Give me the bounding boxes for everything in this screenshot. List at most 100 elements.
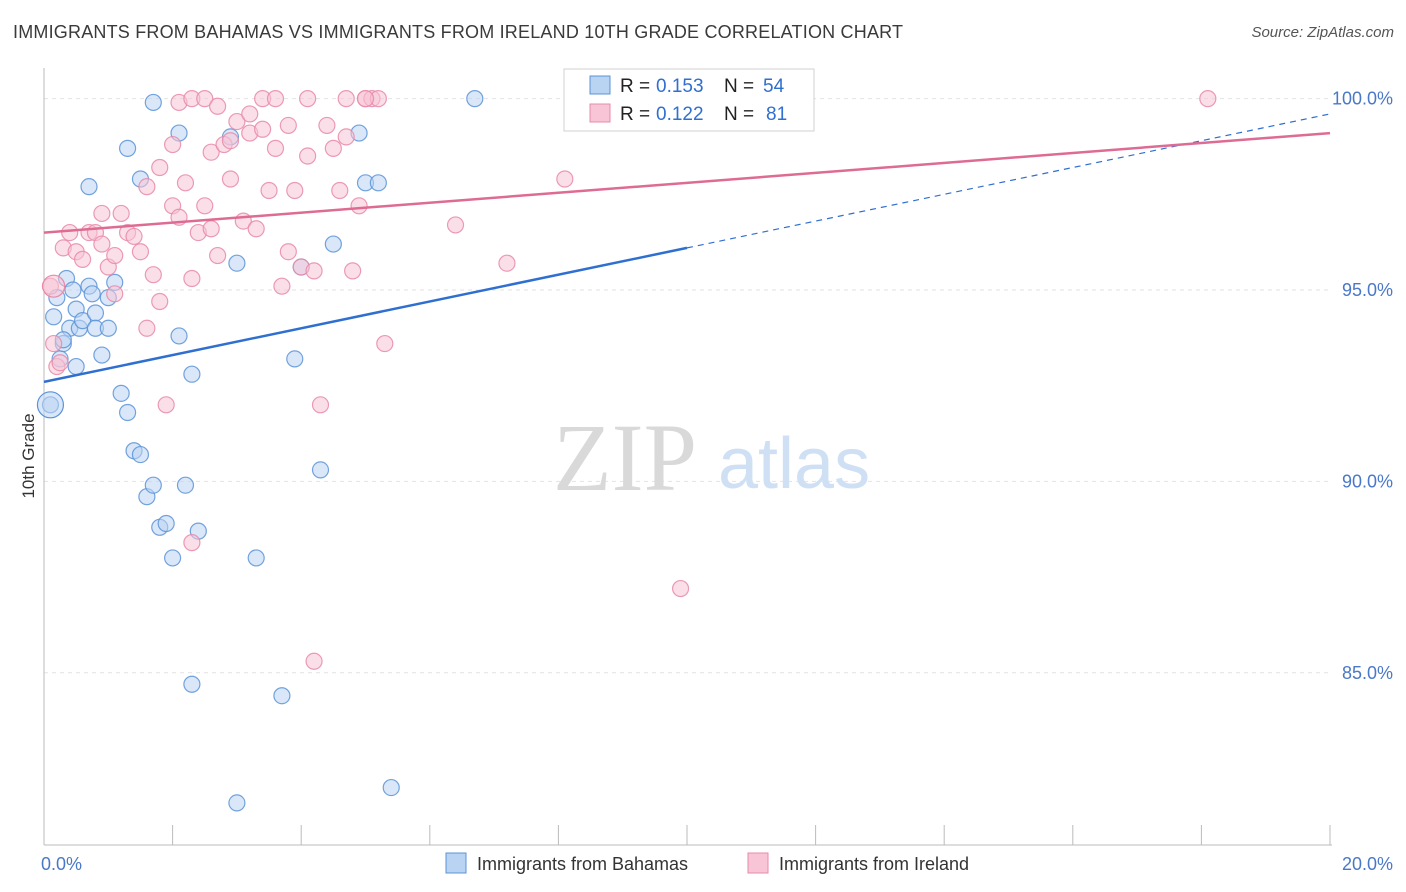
ireland-point <box>671 579 690 598</box>
ireland-point <box>61 223 79 242</box>
bahamas-point <box>286 350 304 368</box>
bahamas-point <box>45 308 63 326</box>
ireland-point <box>202 143 220 161</box>
ireland-point <box>376 334 394 353</box>
ireland-point <box>266 139 285 157</box>
watermark-zip: ZIP <box>553 404 697 511</box>
ireland-point <box>138 178 156 196</box>
bahamas-point <box>228 254 246 272</box>
ireland-point <box>344 262 362 280</box>
ireland-point <box>247 220 265 238</box>
ireland-point <box>151 158 169 177</box>
watermark-atlas: atlas <box>718 424 870 504</box>
legend-swatch-bahamas <box>589 75 611 95</box>
ireland-point <box>196 197 214 215</box>
ireland-point <box>305 262 323 280</box>
ireland-point <box>157 396 175 414</box>
ireland-point <box>209 246 227 265</box>
x-tick-label: 0.0% <box>41 854 82 874</box>
chart-title: IMMIGRANTS FROM BAHAMAS VS IMMIGRANTS FR… <box>13 22 904 42</box>
bahamas-point <box>183 365 201 383</box>
legend-n-value-ireland: 81 <box>766 104 787 125</box>
ireland-point <box>498 254 516 272</box>
bahamas-point <box>382 778 400 797</box>
ireland-point <box>337 128 355 146</box>
bahamas-point <box>228 794 246 812</box>
y-tick-label: 95.0% <box>1342 280 1393 300</box>
ireland-point <box>106 285 124 303</box>
bottom-legend-label-ireland: Immigrants from Ireland <box>779 854 969 874</box>
bottom-legend-label-bahamas: Immigrants from Bahamas <box>477 854 688 874</box>
tick-labels: 85.0% 90.0% 95.0% 100.0% 0.0% 20.0% <box>41 89 1393 874</box>
bahamas-point <box>247 549 265 567</box>
bahamas-point <box>157 514 175 533</box>
bahamas-point <box>183 675 201 693</box>
ireland-point <box>286 181 304 200</box>
legend-n-value-bahamas: 54 <box>763 76 785 97</box>
y-tick-label: 85.0% <box>1342 663 1393 683</box>
bottom-legend-swatch-bahamas <box>445 852 467 874</box>
ireland-point <box>45 334 63 353</box>
ireland-point <box>331 181 349 200</box>
bahamas-point <box>144 93 162 112</box>
bahamas-point <box>170 327 188 345</box>
ireland-point <box>221 132 240 150</box>
ireland-trend-line <box>43 131 1331 234</box>
bahamas-point <box>73 312 92 330</box>
bahamas-point <box>86 304 105 322</box>
bahamas-point <box>311 461 330 479</box>
legend-r-label-bahamas: R = <box>620 76 650 97</box>
ireland-point <box>228 112 246 131</box>
bottom-legend-swatch-ireland <box>747 852 769 874</box>
axes <box>43 68 1332 846</box>
ireland-point <box>356 90 375 108</box>
ireland-point <box>221 170 240 188</box>
bahamas-trend-line <box>43 246 688 384</box>
ireland-point <box>183 269 201 288</box>
bahamas-point <box>144 476 162 494</box>
bahamas-point <box>466 90 484 108</box>
legend-swatch-ireland <box>589 103 611 123</box>
ireland-point <box>299 90 317 108</box>
bahamas-point <box>67 357 85 376</box>
bahamas-point <box>176 476 195 494</box>
legend-n-label-bahamas: N = <box>724 76 754 97</box>
bahamas-point <box>93 346 111 364</box>
legend-r-value-bahamas: 0.153 <box>656 76 704 97</box>
legend-r-value-ireland: 0.122 <box>656 104 704 125</box>
bahamas-point <box>64 281 82 299</box>
ireland-point <box>164 135 182 154</box>
bahamas-point <box>83 285 101 303</box>
ireland-point <box>73 250 92 268</box>
bahamas-point <box>112 384 130 402</box>
ireland-point <box>305 652 323 670</box>
ireland-point <box>556 170 574 188</box>
ireland-point <box>144 266 162 284</box>
ireland-point <box>254 120 272 138</box>
ireland-point-large <box>42 274 66 298</box>
ireland-point <box>131 243 150 261</box>
legend-r-label-ireland: R = <box>620 104 650 125</box>
ireland-point <box>176 174 195 192</box>
bahamas-point <box>99 319 117 337</box>
ireland-point <box>260 181 278 200</box>
ireland-point <box>279 243 297 261</box>
ireland-point <box>202 220 220 238</box>
bahamas-point <box>164 549 182 567</box>
ireland-point <box>1199 90 1217 108</box>
bahamas-point-large <box>36 391 65 419</box>
bahamas-point <box>273 687 291 705</box>
bottom-legend: Immigrants from Bahamas Immigrants from … <box>445 852 969 874</box>
ireland-point <box>241 105 259 123</box>
ireland-point <box>311 396 330 414</box>
ireland-point <box>125 227 143 246</box>
ireland-point <box>138 319 156 337</box>
legend: R = 0.153 N = 54 R = 0.122 N = 81 <box>563 68 815 132</box>
ireland-point <box>93 235 111 253</box>
ireland-point <box>183 534 201 552</box>
y-tick-label: 100.0% <box>1332 89 1393 109</box>
ireland-point <box>446 216 465 234</box>
ireland-point <box>337 90 355 108</box>
ireland-point <box>350 197 368 215</box>
ireland-point <box>324 139 342 157</box>
